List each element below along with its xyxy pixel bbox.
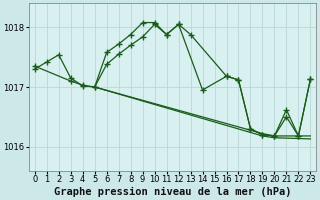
- X-axis label: Graphe pression niveau de la mer (hPa): Graphe pression niveau de la mer (hPa): [54, 186, 291, 197]
